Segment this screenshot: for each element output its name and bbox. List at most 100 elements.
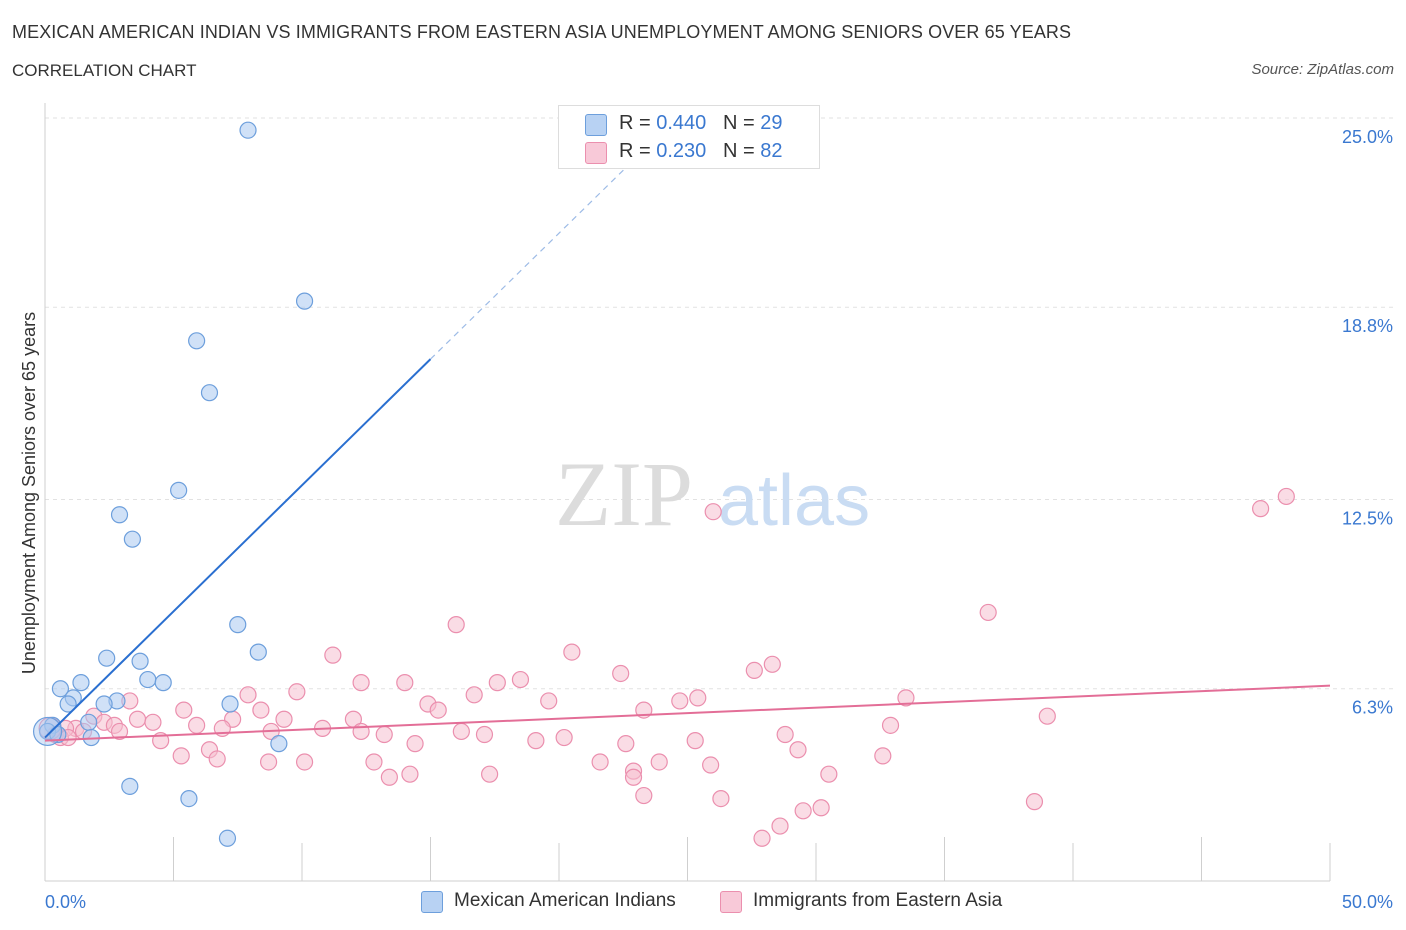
pink-data-point — [110, 722, 129, 741]
pink-data-point — [686, 732, 704, 750]
pink-data-point — [295, 753, 314, 771]
pink-data-point — [144, 713, 162, 731]
pink-data-point — [475, 725, 494, 744]
pink-data-point — [511, 670, 530, 689]
pink-data-point — [617, 735, 635, 753]
pink-data-point — [452, 722, 470, 741]
blue-data-point — [59, 695, 77, 713]
n-label: N = — [722, 112, 755, 134]
pink-data-point — [352, 674, 370, 692]
pink-data-point — [447, 616, 465, 634]
r-value-blue: 0.440 — [656, 112, 707, 134]
blue-series-points — [32, 121, 314, 847]
legend-label: Mexican American Indians — [454, 890, 676, 911]
pink-data-point — [753, 829, 771, 847]
blue-data-point — [139, 670, 157, 689]
pink-data-point — [789, 741, 807, 759]
blue-data-point — [295, 292, 314, 310]
pink-data-point — [624, 768, 643, 786]
pink-data-point — [275, 710, 293, 728]
blue-data-point — [72, 674, 90, 692]
blue-data-point — [98, 649, 116, 667]
pink-swatch-icon — [720, 891, 742, 913]
blue-data-point — [95, 695, 113, 713]
pink-swatch-icon — [585, 142, 607, 164]
pink-data-point — [239, 686, 257, 704]
blue-data-point — [131, 652, 149, 670]
pink-data-point — [897, 689, 915, 707]
pink-data-point — [1277, 487, 1295, 506]
pink-series-points — [38, 487, 1295, 847]
pink-data-point — [563, 643, 581, 661]
blue-data-point — [188, 332, 206, 350]
blue-trend-line — [44, 358, 432, 739]
pink-data-point — [881, 716, 900, 734]
y-tick-label: 12.5% — [1342, 509, 1393, 529]
pink-data-point — [481, 765, 499, 783]
blue-swatch-icon — [585, 114, 607, 136]
pink-data-point — [324, 646, 342, 664]
pink-data-point — [555, 728, 573, 747]
pink-data-point — [635, 786, 653, 805]
pink-data-point — [704, 503, 722, 521]
pink-data-point — [352, 722, 370, 741]
chart-subtitle: CORRELATION CHART — [12, 61, 197, 80]
blue-data-point — [80, 713, 98, 731]
watermark: ZIP atlas — [555, 443, 870, 545]
watermark-zip: ZIP — [555, 443, 693, 545]
r-value-pink: 0.230 — [656, 140, 707, 162]
blue-data-point — [218, 829, 237, 847]
blue-swatch-icon — [421, 891, 443, 913]
trend-lines — [44, 157, 1331, 742]
pink-data-point — [794, 802, 812, 820]
pink-data-point — [702, 756, 720, 774]
pink-data-point — [188, 716, 206, 734]
blue-data-point — [239, 121, 257, 139]
blue-data-point — [121, 777, 139, 795]
blue-data-point — [270, 735, 288, 753]
blue-data-point — [51, 680, 70, 698]
blue-data-point — [221, 695, 239, 713]
y-tick-label: 25.0% — [1342, 127, 1393, 147]
pink-data-point — [128, 710, 147, 728]
pink-data-point — [591, 753, 609, 771]
pink-data-point — [874, 747, 892, 765]
pink-data-point — [712, 789, 730, 808]
blue-trend-extension — [430, 157, 637, 360]
n-value-blue: 29 — [760, 112, 783, 134]
pink-data-point — [172, 747, 190, 765]
n-label: N = — [722, 140, 755, 162]
grid-lines — [45, 117, 1395, 690]
pink-data-point — [252, 701, 270, 719]
pink-data-point — [776, 725, 794, 744]
pink-data-point — [1252, 500, 1270, 518]
pink-data-point — [375, 725, 393, 744]
axes — [44, 103, 1331, 882]
correlation-legend: R = 0.440 N = 29 R = 0.230 N = 82 — [558, 105, 820, 169]
x-tick-label-min: 0.0% — [45, 892, 86, 912]
y-axis-label: Unemployment Among Seniors over 65 years — [19, 312, 39, 674]
pink-data-point — [488, 674, 506, 692]
pink-data-point — [406, 735, 424, 753]
legend-label: Immigrants from Eastern Asia — [753, 890, 1003, 911]
blue-data-point — [229, 616, 247, 634]
pink-data-point — [259, 753, 278, 771]
pink-data-point — [175, 701, 193, 719]
n-value-pink: 82 — [760, 140, 783, 162]
pink-data-point — [763, 655, 781, 673]
blue-data-point — [123, 530, 141, 548]
y-tick-label: 6.3% — [1352, 698, 1393, 718]
pink-data-point — [396, 674, 414, 692]
watermark-atlas: atlas — [718, 461, 870, 541]
blue-data-point — [154, 674, 172, 692]
blue-data-point — [110, 506, 129, 524]
pink-data-point — [429, 701, 447, 719]
y-tick-label: 18.8% — [1342, 316, 1393, 336]
source-credit: Source: ZipAtlas.com — [1251, 61, 1394, 78]
pink-data-point — [208, 750, 226, 768]
pink-data-point — [401, 765, 419, 783]
pink-data-point — [689, 689, 707, 707]
pink-data-point — [745, 661, 763, 680]
x-tick-label-max: 50.0% — [1342, 892, 1393, 912]
pink-data-point — [465, 686, 483, 704]
